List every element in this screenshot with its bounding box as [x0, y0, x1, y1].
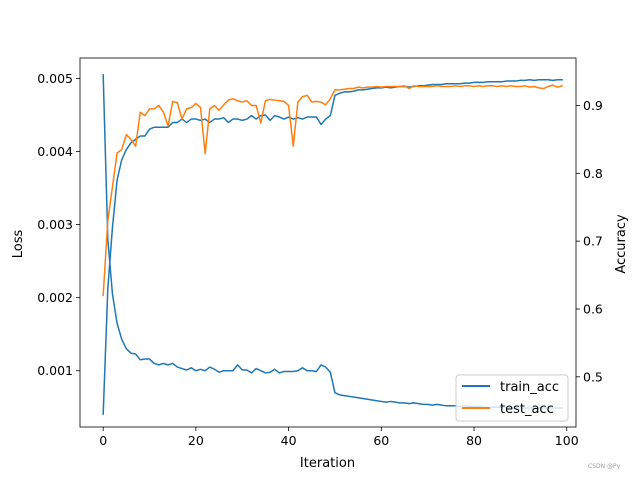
- x-tick-label: 20: [188, 433, 204, 448]
- right-y-axis-label: Accuracy: [614, 214, 629, 274]
- x-tick-label: 100: [555, 433, 579, 448]
- x-axis-label: Iteration: [300, 456, 355, 471]
- series-line-test-acc-2: [102, 84, 564, 297]
- right-y-tick-label: 0.8: [583, 166, 603, 181]
- left-y-tick-label: 0.001: [37, 363, 73, 378]
- x-tick-label: 0: [99, 433, 107, 448]
- x-tick-label: 40: [281, 433, 297, 448]
- legend-label-train-acc: train_acc: [500, 380, 559, 395]
- right-y-axis-ticks: 0.5 0.6 0.7 0.8 0.9: [576, 98, 603, 384]
- watermark: CSDN @Py: [588, 463, 621, 470]
- x-tick-label: 60: [373, 433, 389, 448]
- right-y-tick-label: 0.9: [583, 98, 603, 113]
- left-y-tick-label: 0.002: [37, 290, 73, 305]
- right-y-tick-label: 0.6: [583, 301, 603, 316]
- left-y-tick-label: 0.004: [37, 144, 73, 159]
- x-tick-label: 80: [466, 433, 482, 448]
- plot-area-border: [79, 57, 577, 428]
- left-y-tick-label: 0.005: [37, 71, 73, 86]
- left-y-tick-label: 0.003: [37, 217, 73, 232]
- left-y-axis-ticks: 0.001 0.002 0.003 0.004 0.005: [37, 71, 80, 378]
- right-y-tick-label: 0.7: [583, 234, 603, 249]
- x-axis-ticks: 0 20 40 60 80 100: [99, 427, 579, 448]
- plot-frame: [79, 57, 577, 428]
- legend-label-test-acc: test_acc: [500, 402, 554, 417]
- right-y-tick-label: 0.5: [583, 369, 603, 384]
- left-y-axis-label: Loss: [11, 230, 26, 259]
- legend: train_acc test_acc: [455, 374, 569, 422]
- series-line-train-acc-1: [102, 78, 563, 415]
